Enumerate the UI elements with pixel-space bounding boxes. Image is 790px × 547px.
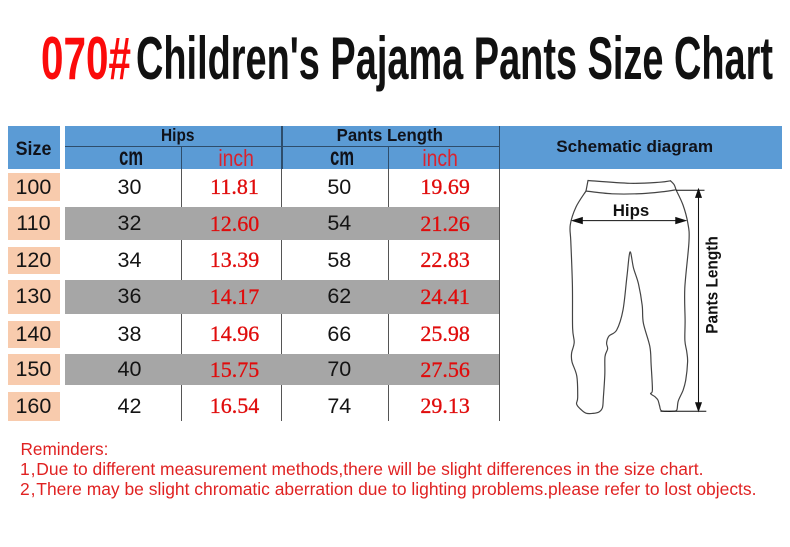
svg-text:Pants Length: Pants Length: [703, 236, 722, 334]
svg-text:Hips: Hips: [613, 201, 650, 220]
